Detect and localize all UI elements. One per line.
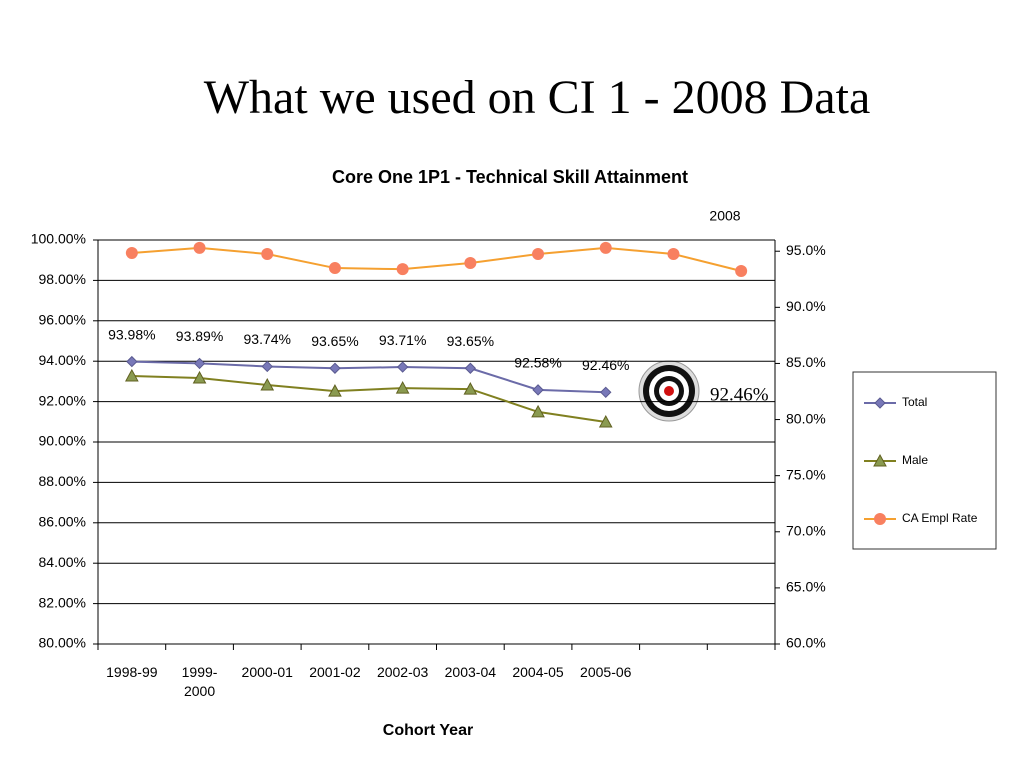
y2-tick-label: 60.0% bbox=[786, 635, 826, 651]
marker bbox=[396, 361, 409, 373]
marker bbox=[600, 386, 612, 399]
x-tick-label: 1999-2000 bbox=[181, 664, 218, 699]
y-tick-label: 90.00% bbox=[39, 433, 86, 449]
marker bbox=[463, 382, 478, 395]
y-tick-label: 100.00% bbox=[31, 231, 86, 247]
data-label: 93.98% bbox=[108, 326, 155, 342]
marker bbox=[261, 248, 274, 261]
marker bbox=[125, 368, 139, 382]
series-line bbox=[131, 246, 742, 272]
data-label: 93.74% bbox=[244, 331, 291, 347]
target-icon bbox=[638, 360, 700, 422]
marker bbox=[193, 241, 206, 254]
legend-label: Male bbox=[902, 453, 928, 467]
data-label: 93.89% bbox=[176, 328, 223, 344]
legend-marker bbox=[873, 453, 887, 467]
marker bbox=[193, 357, 206, 370]
y-tick-label: 96.00% bbox=[39, 312, 86, 328]
legend-marker bbox=[874, 513, 886, 525]
slide-title: What we used on CI 1 - 2008 Data bbox=[204, 71, 871, 124]
y2-tick-label: 95.0% bbox=[786, 242, 826, 258]
x-tick-label: 2002-03 bbox=[376, 664, 429, 680]
data-label: 93.71% bbox=[379, 332, 426, 348]
x-tick-label: 2005-06 bbox=[580, 664, 632, 680]
annotation: 2008 bbox=[709, 208, 740, 224]
x-tick-label: 2001-02 bbox=[309, 664, 361, 680]
marker bbox=[532, 384, 544, 396]
marker bbox=[735, 264, 748, 277]
marker bbox=[192, 370, 207, 384]
data-label: 92.58% bbox=[514, 355, 561, 371]
y-tick-label: 82.00% bbox=[39, 594, 86, 610]
marker bbox=[125, 247, 138, 260]
marker bbox=[395, 381, 410, 394]
series-line bbox=[131, 374, 606, 423]
marker bbox=[126, 355, 138, 368]
y-tick-label: 98.00% bbox=[39, 271, 86, 287]
legend-label: Total bbox=[902, 395, 927, 409]
data-label: 92.46% bbox=[582, 357, 629, 373]
x-tick-label: 1998-99 bbox=[106, 664, 158, 680]
marker bbox=[260, 377, 275, 391]
y2-tick-label: 80.0% bbox=[786, 410, 826, 426]
y-tick-label: 80.00% bbox=[39, 635, 86, 651]
marker bbox=[531, 404, 545, 418]
y2-tick-label: 65.0% bbox=[786, 579, 826, 595]
data-label: 93.65% bbox=[447, 333, 494, 349]
y2-tick-label: 75.0% bbox=[786, 466, 826, 482]
marker bbox=[598, 414, 613, 428]
marker bbox=[599, 241, 612, 254]
marker bbox=[667, 248, 680, 261]
legend-marker bbox=[874, 397, 886, 409]
x-tick-label: 2003-04 bbox=[444, 664, 497, 680]
data-label: 93.65% bbox=[311, 333, 358, 349]
marker bbox=[532, 248, 545, 261]
x-tick-label: 2004-05 bbox=[512, 664, 564, 680]
y-tick-label: 88.00% bbox=[39, 473, 86, 489]
marker bbox=[328, 262, 341, 275]
series-line bbox=[131, 360, 606, 394]
x-tick-label: 2000-01 bbox=[241, 664, 293, 680]
y-tick-label: 94.00% bbox=[39, 352, 86, 368]
y2-tick-label: 70.0% bbox=[786, 522, 826, 538]
marker bbox=[261, 360, 273, 373]
x-axis-title: Cohort Year bbox=[383, 722, 473, 739]
y2-tick-label: 90.0% bbox=[786, 298, 826, 314]
legend-label: CA Empl Rate bbox=[902, 511, 978, 525]
chart-title: Core One 1P1 - Technical Skill Attainmen… bbox=[332, 167, 688, 187]
y-tick-label: 84.00% bbox=[39, 554, 86, 570]
marker bbox=[464, 257, 477, 270]
y-tick-label: 86.00% bbox=[39, 514, 86, 530]
y2-tick-label: 85.0% bbox=[786, 354, 826, 370]
marker bbox=[464, 362, 477, 374]
annotation: 92.46% bbox=[710, 384, 769, 405]
y-tick-label: 92.00% bbox=[39, 392, 86, 408]
marker bbox=[329, 362, 341, 374]
marker bbox=[328, 384, 342, 397]
marker bbox=[396, 263, 409, 276]
